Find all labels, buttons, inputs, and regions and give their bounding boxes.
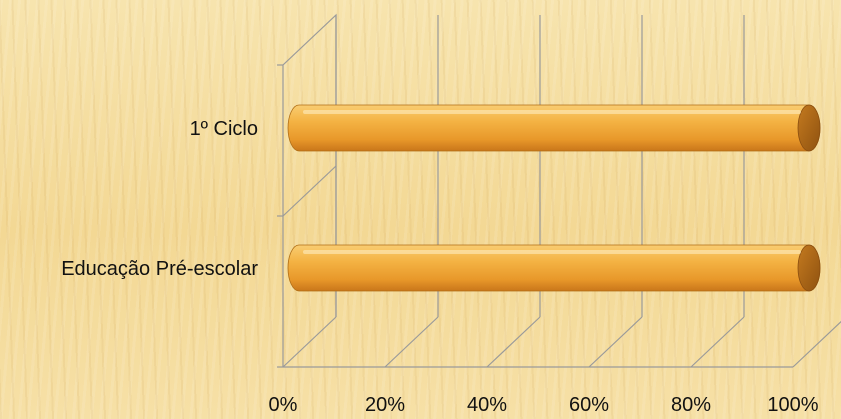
- y-wall-divider: [282, 165, 337, 217]
- bar-end-cap: [797, 104, 821, 152]
- x-tick-label: 40%: [467, 394, 507, 416]
- x-tick-label: 20%: [365, 394, 405, 416]
- x-tick-label: 80%: [671, 394, 711, 416]
- chart-bars: [287, 104, 821, 292]
- floor-diagonal: [486, 316, 541, 368]
- bar: [287, 104, 821, 152]
- floor-diagonal: [690, 316, 745, 368]
- category-label: Educação Pré-escolar: [61, 258, 258, 280]
- bar-end-cap: [797, 244, 821, 292]
- chart-labels: 0% 20% 40% 60% 80% 100% 1º Ciclo Educação Pré-e…: [61, 118, 819, 416]
- floor-diagonal: [282, 316, 337, 368]
- category-label: 1º Ciclo: [190, 118, 258, 140]
- floor-diagonal: [588, 316, 643, 368]
- x-tick-label: 60%: [569, 394, 609, 416]
- x-tick-label: 100%: [767, 394, 818, 416]
- bar: [287, 244, 821, 292]
- chart-gridlines: [277, 13, 841, 368]
- x-tick-label: 0%: [269, 394, 298, 416]
- floor-diagonal: [384, 316, 439, 368]
- floor-diagonal: [792, 320, 841, 368]
